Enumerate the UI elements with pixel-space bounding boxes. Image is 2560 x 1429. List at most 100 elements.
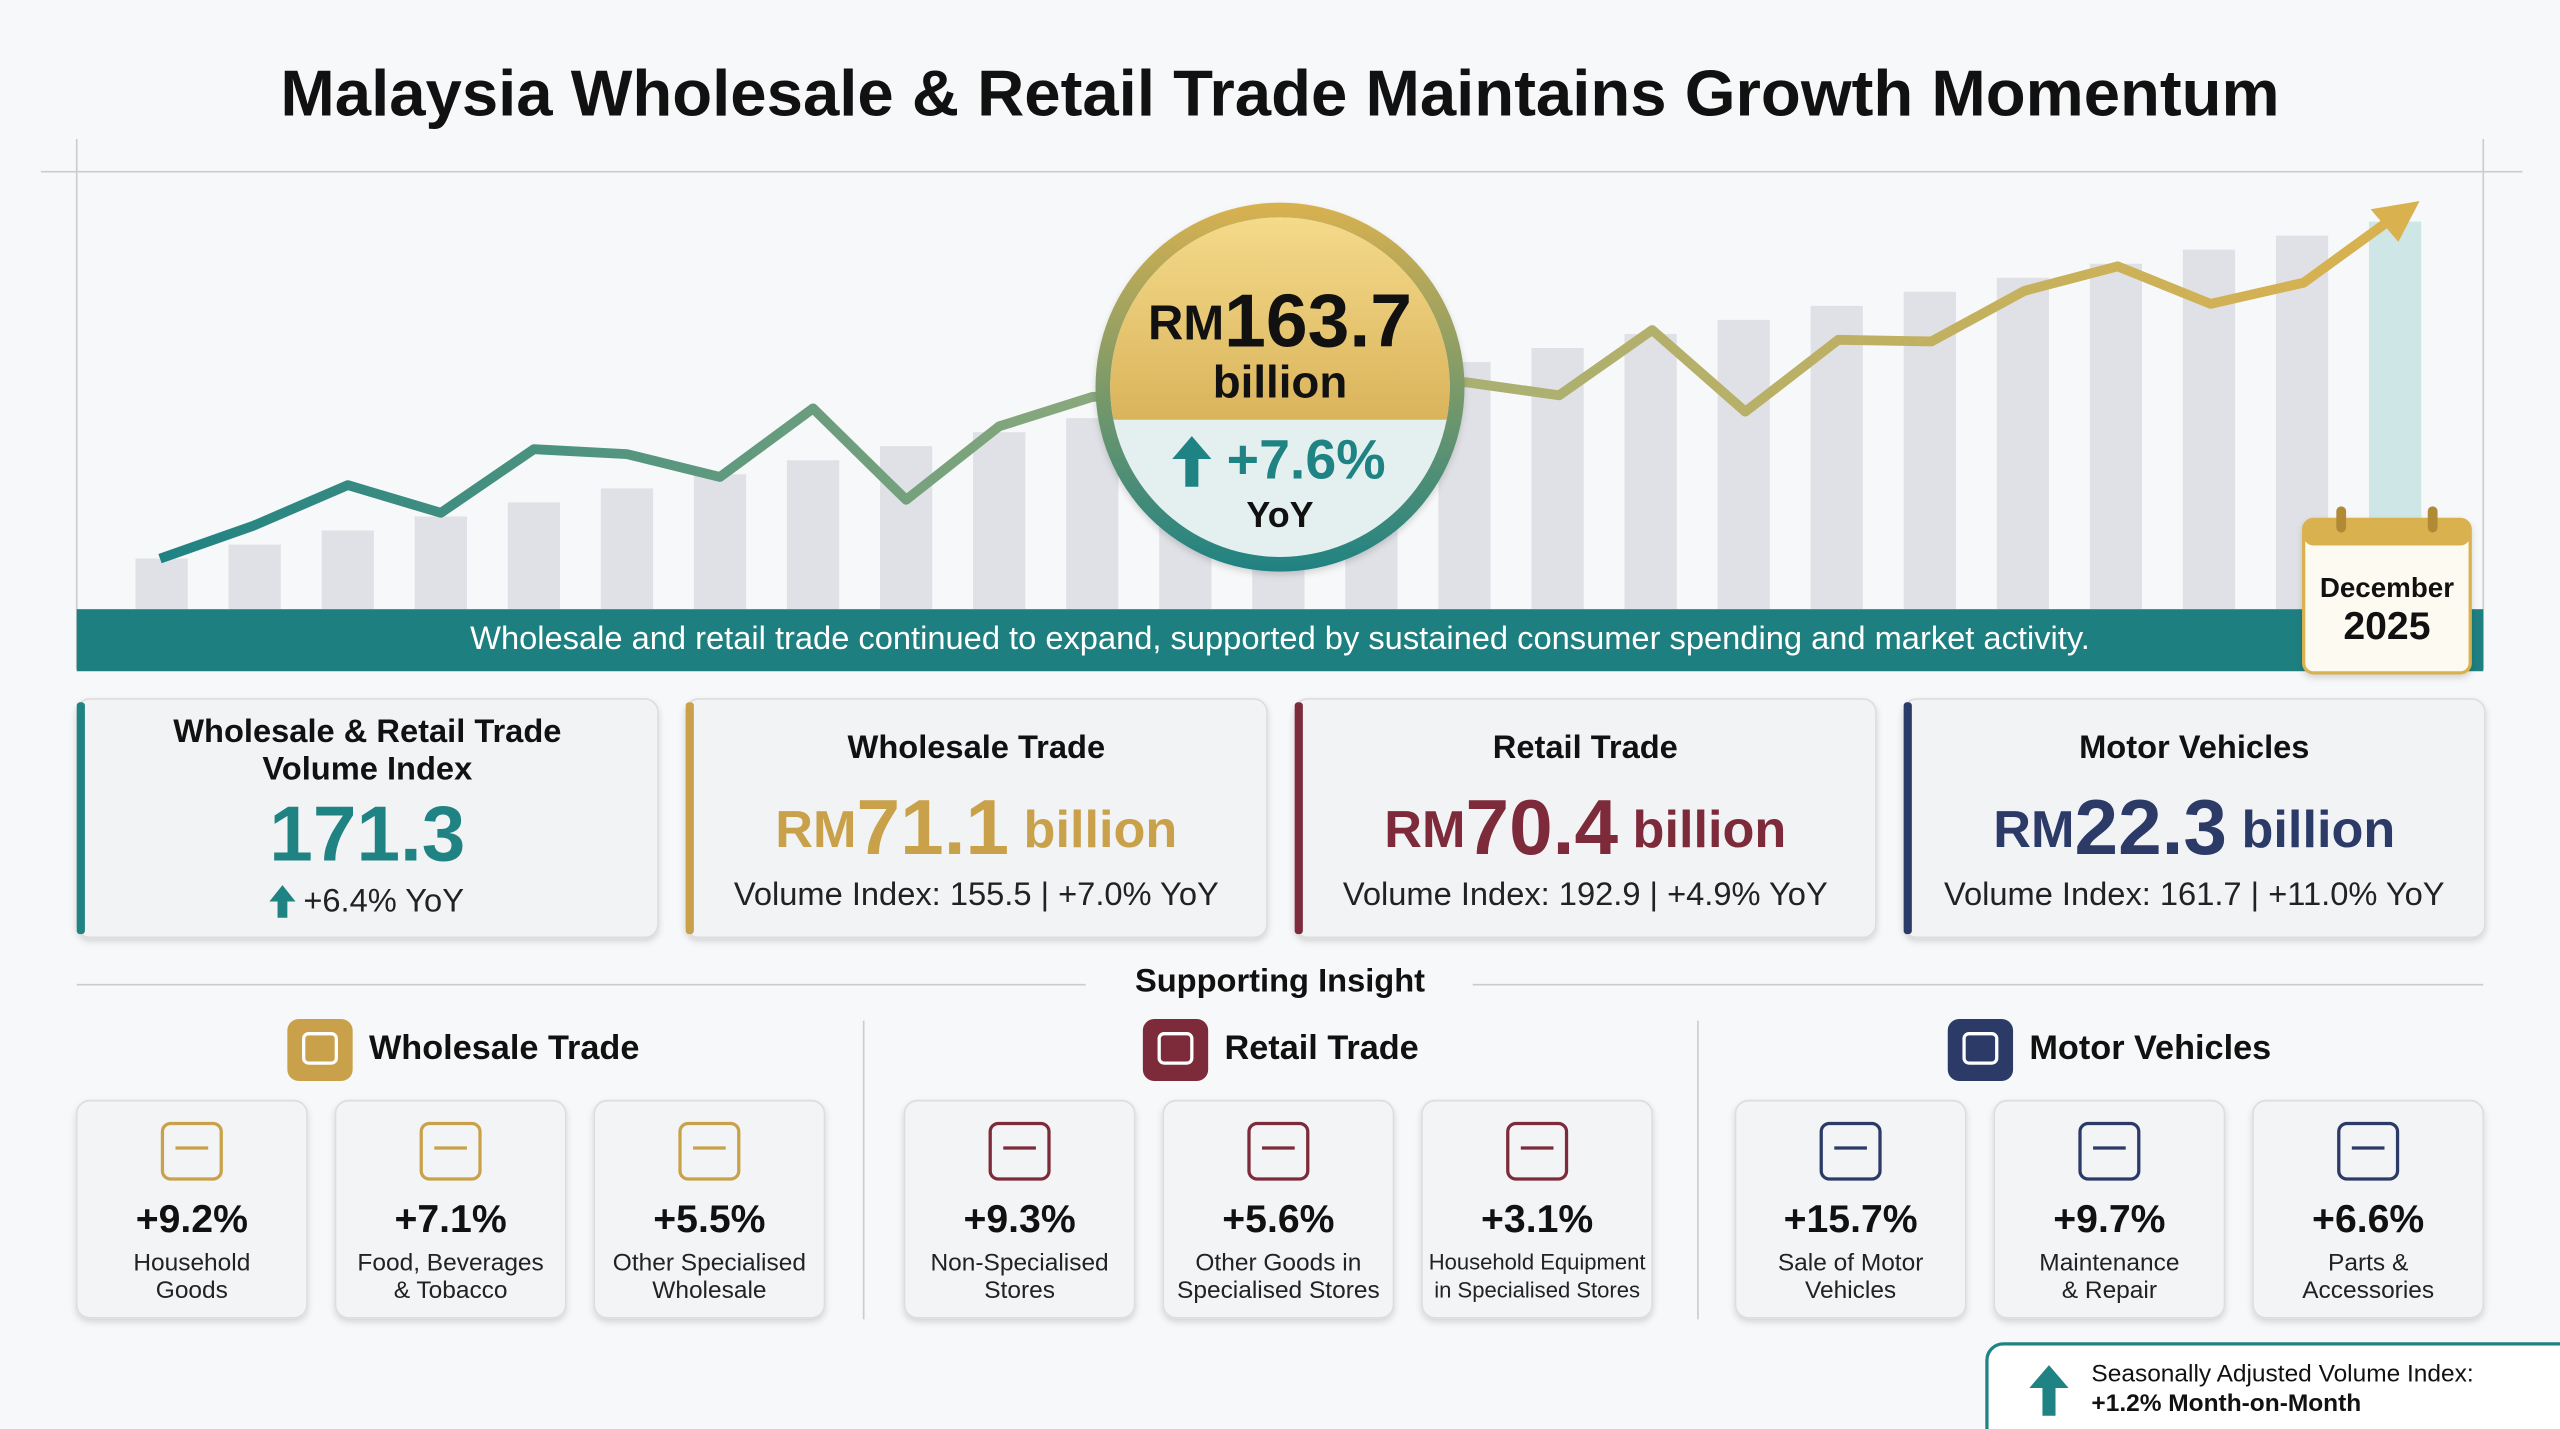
item-label: & Repair bbox=[2062, 1277, 2157, 1304]
trend-arrow bbox=[2370, 201, 2420, 242]
item-icon bbox=[988, 1121, 1051, 1181]
up-arrow bbox=[269, 885, 296, 918]
hero-unit: billion bbox=[1213, 357, 1348, 408]
card-detail: +6.4% YoY bbox=[303, 882, 464, 919]
item-icon bbox=[1819, 1121, 1882, 1181]
item-value: +5.6% bbox=[1222, 1198, 1334, 1241]
card-currency: RM bbox=[1384, 801, 1465, 859]
card-accent bbox=[1294, 702, 1303, 935]
item-value: +9.3% bbox=[964, 1198, 1076, 1241]
decor-bar bbox=[1996, 277, 2049, 610]
item-label: Food, Beverages bbox=[357, 1249, 543, 1276]
insight-title: Supporting Insight bbox=[1135, 962, 1425, 999]
banner-text: Wholesale and retail trade continued to … bbox=[470, 619, 2090, 656]
item-label: in Specialised Stores bbox=[1434, 1277, 1640, 1302]
item-label: Maintenance bbox=[2039, 1249, 2179, 1276]
item-icon bbox=[1506, 1121, 1569, 1181]
item-icon bbox=[2078, 1121, 2141, 1181]
card-title: Wholesale & Retail Trade bbox=[173, 712, 561, 749]
item-value: +9.7% bbox=[2053, 1198, 2165, 1241]
item-value: +5.5% bbox=[653, 1198, 765, 1241]
item-value: +7.1% bbox=[395, 1198, 507, 1241]
item-card bbox=[75, 1099, 308, 1319]
group-title: Wholesale Trade bbox=[369, 1029, 639, 1067]
hero-change: +7.6% bbox=[1227, 429, 1386, 491]
decor-bar bbox=[321, 530, 374, 610]
card-title: Retail Trade bbox=[1493, 728, 1678, 765]
item-card bbox=[2252, 1099, 2485, 1319]
card-accent bbox=[685, 702, 694, 935]
card-title: Motor Vehicles bbox=[2079, 728, 2309, 765]
group-icon bbox=[1142, 1018, 1209, 1082]
card-unit: billion bbox=[2242, 801, 2396, 859]
card-detail: Volume Index: 161.7 | +11.0% YoY bbox=[1944, 875, 2445, 912]
card-title: Volume Index bbox=[262, 749, 472, 786]
badge-ring bbox=[2336, 506, 2347, 533]
decor-bar bbox=[786, 460, 840, 610]
item-card bbox=[1993, 1099, 2226, 1319]
item-label: Vehicles bbox=[1805, 1277, 1896, 1304]
card-unit: billion bbox=[1633, 801, 1787, 859]
card-space bbox=[1009, 801, 1024, 859]
footnote-line: Seasonally Adjusted Volume Index: bbox=[2091, 1360, 2473, 1387]
card-currency: RM bbox=[775, 801, 856, 859]
decor-bar bbox=[2089, 263, 2143, 610]
decor-bar bbox=[135, 558, 188, 610]
item-icon bbox=[678, 1121, 741, 1181]
decor-bar bbox=[507, 502, 560, 610]
hero-value: RM163.7 bbox=[1148, 279, 1412, 363]
card-value: RM70.4 billion bbox=[1384, 783, 1786, 871]
item-label: Accessories bbox=[2302, 1277, 2434, 1304]
item-label: Specialised Stores bbox=[1177, 1277, 1380, 1304]
card-number: 71.1 bbox=[857, 783, 1010, 871]
group-title: Retail Trade bbox=[1224, 1029, 1418, 1067]
decor-bar bbox=[2182, 249, 2236, 610]
decor-bar bbox=[693, 474, 747, 610]
card-unit: billion bbox=[1024, 801, 1178, 859]
footnote-box bbox=[1985, 1342, 2560, 1429]
item-label: Wholesale bbox=[652, 1277, 766, 1304]
badge-year: 2025 bbox=[2343, 605, 2430, 648]
card-number: 171.3 bbox=[269, 789, 465, 877]
decor-bar bbox=[414, 516, 467, 610]
item-icon bbox=[2337, 1121, 2400, 1181]
card-space bbox=[2227, 801, 2242, 859]
card-accent bbox=[76, 702, 85, 935]
item-icon bbox=[1247, 1121, 1310, 1181]
decor-bar bbox=[1624, 333, 1677, 610]
item-label: Household bbox=[133, 1249, 250, 1276]
card-number: 70.4 bbox=[1466, 783, 1619, 871]
group-icon-glyph bbox=[302, 1032, 338, 1065]
group-title: Motor Vehicles bbox=[2029, 1029, 2271, 1067]
badge-month: December bbox=[2320, 572, 2454, 603]
card-detail: Volume Index: 155.5 | +7.0% YoY bbox=[734, 875, 1219, 912]
card-currency: RM bbox=[1993, 801, 2074, 859]
decor-bar bbox=[973, 432, 1026, 610]
item-label: Stores bbox=[984, 1277, 1055, 1304]
item-label: & Tobacco bbox=[394, 1277, 508, 1304]
card-detail: Volume Index: 192.9 | +4.9% YoY bbox=[1343, 875, 1828, 912]
item-label: Household Equipment bbox=[1429, 1250, 1646, 1275]
badge-ring bbox=[2427, 506, 2438, 533]
card-number: 22.3 bbox=[2074, 783, 2227, 871]
item-card bbox=[1734, 1099, 1967, 1319]
group-icon bbox=[1947, 1018, 2014, 1082]
up-arrow bbox=[1172, 436, 1212, 487]
card-space bbox=[1618, 801, 1633, 859]
item-value: +6.6% bbox=[2312, 1198, 2424, 1241]
up-arrow bbox=[2029, 1365, 2069, 1416]
group-icon bbox=[287, 1018, 353, 1082]
item-value: +9.2% bbox=[136, 1198, 248, 1241]
card-value: RM22.3 billion bbox=[1993, 783, 2395, 871]
card-title: Wholesale Trade bbox=[848, 728, 1106, 765]
item-label: Parts & bbox=[2328, 1249, 2408, 1276]
title: Malaysia Wholesale & Retail Trade Mainta… bbox=[280, 56, 2279, 129]
card-value: RM71.1 billion bbox=[775, 783, 1177, 871]
item-card bbox=[1162, 1099, 1395, 1319]
item-card bbox=[1421, 1099, 1654, 1319]
decor-bar bbox=[880, 446, 933, 610]
card-accent bbox=[1903, 702, 1912, 935]
